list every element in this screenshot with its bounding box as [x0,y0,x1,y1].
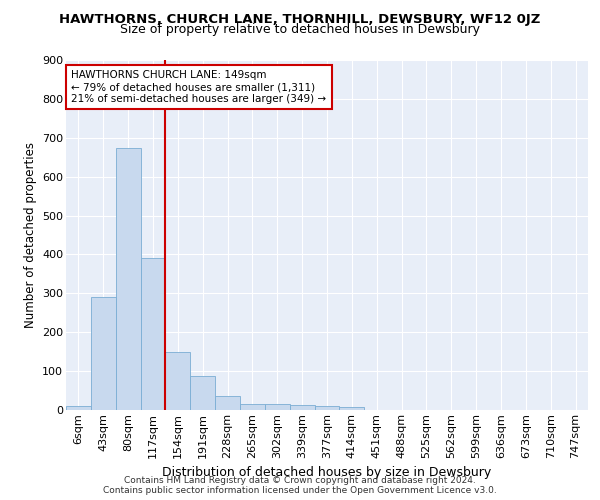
Bar [91,297,116,410]
Bar [340,408,364,410]
Text: Contains HM Land Registry data © Crown copyright and database right 2024.: Contains HM Land Registry data © Crown c… [124,476,476,485]
Bar [140,258,166,410]
Bar [166,352,190,410]
X-axis label: Distribution of detached houses by size in Dewsbury: Distribution of detached houses by size … [163,466,491,479]
Text: HAWTHORNS, CHURCH LANE, THORNHILL, DEWSBURY, WF12 0JZ: HAWTHORNS, CHURCH LANE, THORNHILL, DEWSB… [59,12,541,26]
Bar [290,406,314,410]
Bar [215,396,240,410]
Text: HAWTHORNS CHURCH LANE: 149sqm
← 79% of detached houses are smaller (1,311)
21% o: HAWTHORNS CHURCH LANE: 149sqm ← 79% of d… [71,70,326,104]
Bar [116,148,140,410]
Bar [66,406,91,410]
Bar [190,376,215,410]
Bar [314,406,340,410]
Text: Contains public sector information licensed under the Open Government Licence v3: Contains public sector information licen… [103,486,497,495]
Y-axis label: Number of detached properties: Number of detached properties [23,142,37,328]
Bar [240,404,265,410]
Bar [265,404,290,410]
Text: Size of property relative to detached houses in Dewsbury: Size of property relative to detached ho… [120,22,480,36]
